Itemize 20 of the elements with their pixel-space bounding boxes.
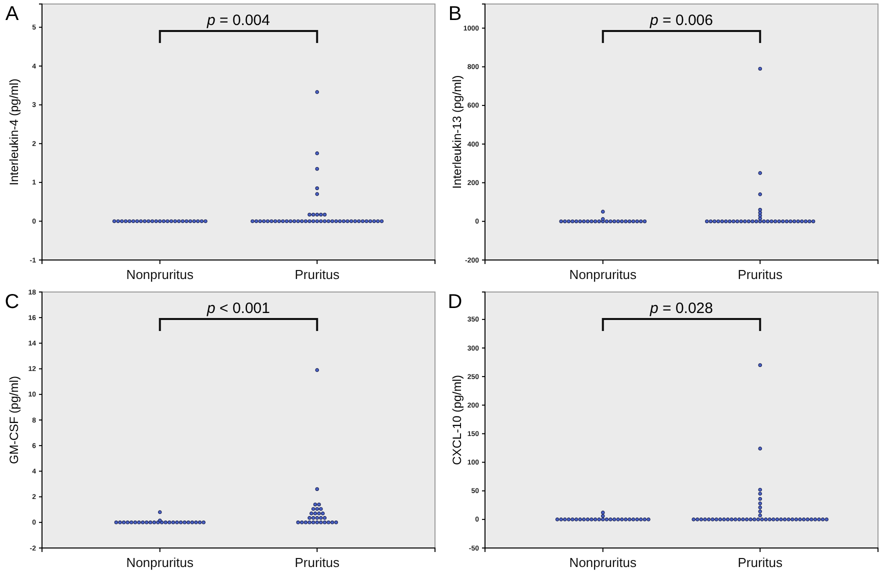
x-tick-label: Pruritus — [738, 555, 783, 570]
annotation: p = 0.006 — [649, 12, 713, 29]
y-axis-title: GM-CSF (pg/ml) — [7, 376, 21, 464]
chart-title: C — [4, 291, 20, 313]
y-axis-title: Interleukin-4 (pg/ml) — [7, 78, 21, 186]
y-axis-title: Interleukin-13 (pg/ml) — [450, 75, 464, 189]
x-tick-label: Pruritus — [294, 267, 340, 282]
x-tick-label: Pruritus — [294, 555, 340, 570]
annotation: p = 0.028 — [649, 300, 713, 317]
x-tick-label: Nonpruritus — [126, 267, 194, 282]
x-tick-label: Nonpruritus — [569, 267, 637, 282]
annotation: p = 0.004 — [206, 12, 270, 29]
annotation: p < 0.001 — [206, 300, 270, 317]
x-tick-label: Pruritus — [738, 267, 783, 282]
chart-title: A — [5, 3, 20, 25]
chart-title: D — [448, 291, 462, 313]
chart-title: B — [448, 3, 462, 25]
x-tick-label: Nonpruritus — [569, 555, 637, 570]
x-tick-label: Nonpruritus — [126, 555, 194, 570]
y-axis-title: CXCL-10 (pg/ml) — [450, 374, 464, 466]
